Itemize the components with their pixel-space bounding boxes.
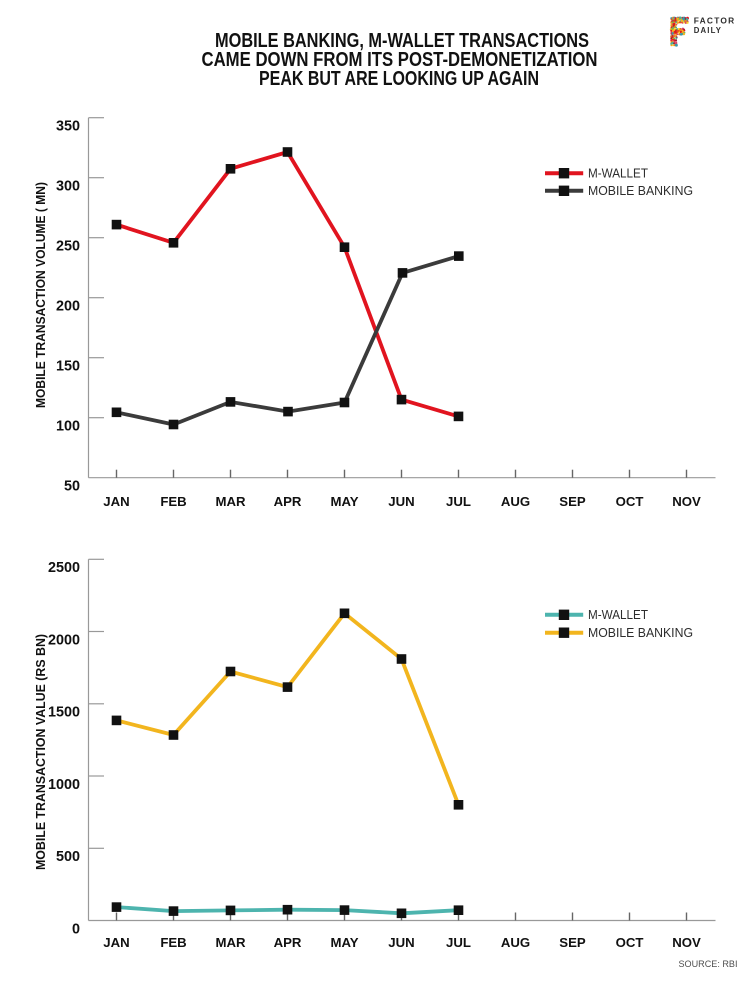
svg-text:500: 500 bbox=[56, 849, 80, 865]
svg-text:FEB: FEB bbox=[160, 935, 186, 950]
svg-text:MOBILE BANKING: MOBILE BANKING bbox=[588, 183, 693, 198]
svg-text:APR: APR bbox=[274, 935, 302, 950]
svg-text:300: 300 bbox=[56, 179, 80, 195]
svg-text:MAY: MAY bbox=[330, 935, 358, 950]
svg-text:JUL: JUL bbox=[446, 494, 471, 509]
svg-text:SEP: SEP bbox=[559, 494, 586, 509]
svg-text:OCT: OCT bbox=[616, 935, 644, 950]
svg-text:OCT: OCT bbox=[616, 494, 644, 509]
svg-text:350: 350 bbox=[56, 119, 80, 135]
svg-text:AUG: AUG bbox=[501, 494, 530, 509]
svg-text:JAN: JAN bbox=[103, 494, 129, 509]
svg-text:M-WALLET: M-WALLET bbox=[588, 166, 648, 181]
svg-text:250: 250 bbox=[56, 239, 80, 255]
svg-text:2000: 2000 bbox=[48, 632, 80, 648]
svg-text:MOBILE TRANSACTION VALUE (RS: MOBILE TRANSACTION VALUE (RS BN) bbox=[33, 634, 48, 870]
svg-text:100: 100 bbox=[56, 419, 80, 435]
svg-text:2500: 2500 bbox=[48, 560, 80, 576]
svg-text:MOBILE BANKING, M-WALLET TRANS: MOBILE BANKING, M-WALLET TRANSACTIONS bbox=[215, 30, 589, 52]
svg-text:JUN: JUN bbox=[388, 494, 414, 509]
svg-text:MOBILE BANKING: MOBILE BANKING bbox=[588, 625, 693, 640]
svg-text:0: 0 bbox=[72, 921, 80, 937]
svg-text:CAME DOWN FROM ITS POST-DEMONE: CAME DOWN FROM ITS POST-DEMONETIZATION bbox=[202, 49, 598, 71]
svg-text:MOBILE TRANSACTION VOLUME (: MOBILE TRANSACTION VOLUME ( MN) bbox=[33, 182, 48, 408]
svg-text:NOV: NOV bbox=[672, 935, 701, 950]
svg-text:M-WALLET: M-WALLET bbox=[588, 607, 648, 622]
svg-text:JAN: JAN bbox=[103, 935, 129, 950]
svg-text:MAR: MAR bbox=[215, 935, 246, 950]
svg-text:NOV: NOV bbox=[672, 494, 701, 509]
svg-text:APR: APR bbox=[274, 494, 302, 509]
svg-text:JUL: JUL bbox=[446, 935, 471, 950]
svg-text:AUG: AUG bbox=[501, 935, 530, 950]
svg-text:1000: 1000 bbox=[48, 777, 80, 793]
svg-text:FEB: FEB bbox=[160, 494, 186, 509]
svg-text:150: 150 bbox=[56, 359, 80, 375]
svg-text:50: 50 bbox=[64, 479, 80, 495]
svg-text:1500: 1500 bbox=[48, 705, 80, 721]
svg-text:SEP: SEP bbox=[559, 935, 586, 950]
svg-text:200: 200 bbox=[56, 299, 80, 315]
svg-text:MAR: MAR bbox=[215, 494, 246, 509]
svg-text:MAY: MAY bbox=[330, 494, 358, 509]
svg-text:DAILY: DAILY bbox=[694, 26, 722, 35]
svg-text:PEAK BUT ARE LOOKING UP AGAIN: PEAK BUT ARE LOOKING UP AGAIN bbox=[259, 68, 539, 90]
svg-text:FACTOR: FACTOR bbox=[694, 17, 736, 26]
svg-text:JUN: JUN bbox=[388, 935, 414, 950]
svg-text:SOURCE: RBI: SOURCE: RBI bbox=[679, 959, 738, 970]
